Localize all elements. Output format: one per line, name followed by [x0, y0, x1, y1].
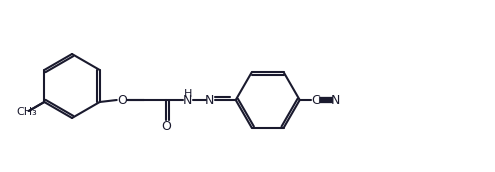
Text: CH₃: CH₃	[16, 107, 37, 117]
Text: N: N	[331, 94, 341, 106]
Text: N: N	[205, 94, 214, 106]
Text: O: O	[161, 120, 171, 132]
Text: C: C	[311, 94, 320, 106]
Text: N: N	[183, 94, 193, 106]
Text: H: H	[184, 89, 192, 99]
Text: O: O	[117, 94, 127, 106]
